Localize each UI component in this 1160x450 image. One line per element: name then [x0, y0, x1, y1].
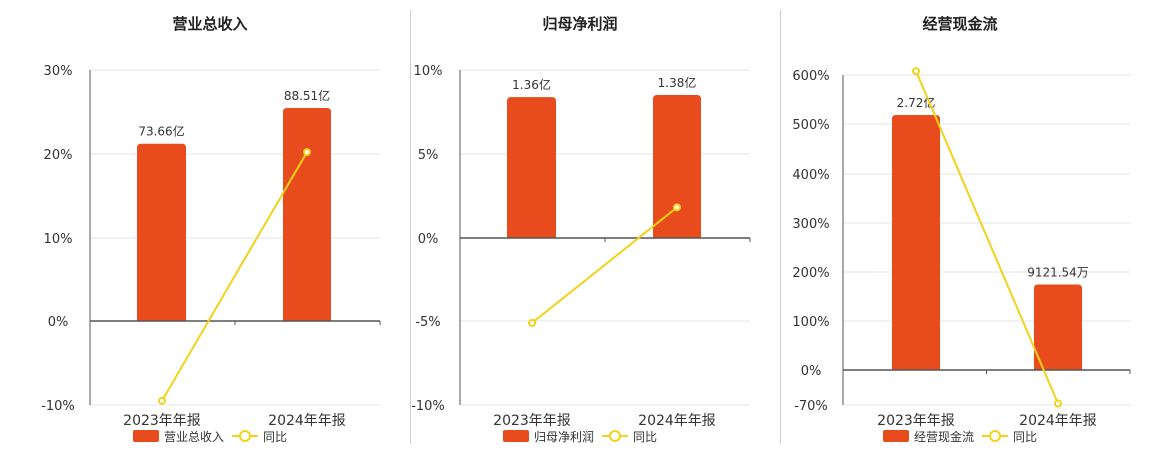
legend-bar-label: 归母净利润 — [534, 429, 595, 444]
yoy-point — [528, 318, 536, 327]
panel-divider — [780, 10, 781, 444]
legend-line-label: 同比 — [263, 429, 288, 444]
x-category-label: 2023年年报 — [877, 413, 955, 429]
legend-bar-label: 经营现金流 — [914, 429, 975, 444]
yoy-line — [161, 151, 308, 402]
legend-bar-swatch — [883, 430, 909, 442]
y-tick-label: 500% — [792, 118, 829, 133]
x-category-label: 2024年年报 — [638, 413, 716, 429]
y-tick-label: -70% — [794, 399, 828, 414]
y-tick-label: -5% — [415, 315, 440, 330]
legend-revenue: 营业总收入 同比 — [133, 428, 287, 444]
y-tick-label: 300% — [792, 217, 829, 232]
legend-line-label: 同比 — [1013, 429, 1038, 444]
y-tick-label: 10% — [44, 232, 73, 247]
bar-data-label: 2.72亿 — [897, 95, 936, 110]
legend-net-profit: 归母净利润 同比 — [503, 428, 657, 444]
y-tick-label: -10% — [41, 399, 75, 414]
y-tick-label: -10% — [411, 399, 445, 414]
bar-data-label: 88.51亿 — [284, 88, 330, 103]
y-tick-label: 5% — [418, 148, 439, 163]
bar — [283, 108, 331, 321]
legend-bar-label: 营业总收入 — [164, 429, 225, 444]
x-category-label: 2024年年报 — [1019, 413, 1097, 429]
bar — [507, 97, 556, 238]
y-tick-label: 400% — [792, 168, 829, 183]
bar-data-label: 9121.54万 — [1027, 265, 1089, 279]
bar — [1034, 284, 1082, 370]
bar-data-label: 1.38亿 — [658, 75, 697, 90]
x-category-label: 2023年年报 — [123, 413, 201, 429]
y-tick-label: 0% — [801, 364, 822, 379]
y-tick-label: 0% — [48, 315, 69, 330]
bar — [137, 143, 186, 321]
y-tick-label: 600% — [792, 69, 829, 84]
chart-title-cash-flow: 经营现金流 — [922, 15, 998, 33]
yoy-point — [303, 148, 311, 157]
bar-data-label: 1.36亿 — [512, 77, 551, 92]
y-tick-label: 0% — [418, 232, 439, 247]
bar — [892, 115, 940, 370]
legend-bar-swatch — [133, 430, 159, 442]
y-tick-label: 30% — [44, 64, 73, 79]
bar-data-label: 73.66亿 — [138, 124, 184, 139]
yoy-line — [531, 206, 678, 324]
legend-line-swatch — [602, 430, 629, 442]
y-tick-label: 200% — [792, 266, 829, 281]
yoy-line — [915, 70, 1059, 404]
y-tick-label: 100% — [792, 315, 829, 330]
chart-title-revenue: 营业总收入 — [172, 15, 248, 33]
chart-title-net-profit: 归母净利润 — [542, 15, 618, 33]
x-category-label: 2023年年报 — [493, 413, 571, 429]
yoy-point — [673, 203, 681, 212]
legend-line-swatch — [982, 430, 1009, 442]
legend-cash-flow: 经营现金流 同比 — [883, 428, 1037, 444]
y-tick-label: 10% — [414, 64, 443, 79]
yoy-point — [158, 396, 166, 405]
legend-line-label: 同比 — [633, 429, 658, 444]
y-tick-label: 20% — [44, 148, 73, 163]
yoy-point — [1054, 399, 1062, 408]
panel-divider — [410, 10, 411, 444]
bar — [653, 95, 701, 238]
legend-line-swatch — [232, 430, 259, 442]
legend-bar-swatch — [503, 430, 529, 442]
x-category-label: 2024年年报 — [268, 413, 346, 429]
yoy-point — [912, 67, 920, 76]
